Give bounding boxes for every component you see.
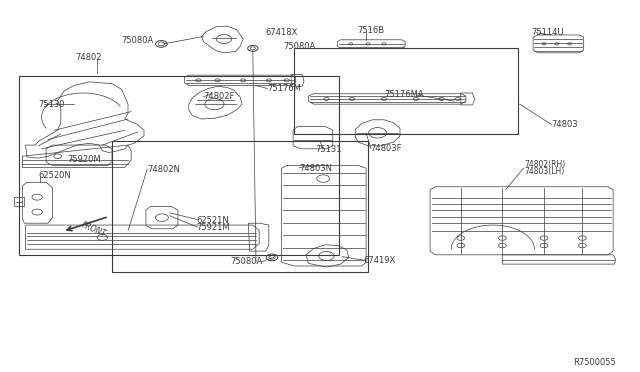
- Text: 74802F: 74802F: [204, 92, 235, 101]
- Text: 67419X: 67419X: [364, 256, 396, 265]
- Text: 62521N: 62521N: [196, 216, 229, 225]
- Text: 75080A: 75080A: [284, 42, 316, 51]
- Text: 75114U: 75114U: [531, 28, 564, 37]
- Text: 74802N: 74802N: [147, 165, 180, 174]
- Text: 75921M: 75921M: [196, 223, 230, 232]
- Text: 74803N: 74803N: [300, 164, 333, 173]
- Text: 74803(LH): 74803(LH): [525, 167, 565, 176]
- Text: 67418X: 67418X: [266, 28, 298, 37]
- Text: 75131: 75131: [315, 145, 341, 154]
- Text: 75080A: 75080A: [122, 36, 154, 45]
- Text: R7500055: R7500055: [573, 358, 616, 367]
- Text: 74803F: 74803F: [370, 144, 401, 153]
- Text: 75080A: 75080A: [230, 257, 262, 266]
- Text: 74802(RH): 74802(RH): [525, 160, 566, 169]
- Text: 62520N: 62520N: [38, 171, 71, 180]
- Text: 75176MA: 75176MA: [384, 90, 424, 99]
- Text: FRONT: FRONT: [80, 220, 108, 238]
- Text: 74802: 74802: [76, 53, 102, 62]
- Text: 75130: 75130: [38, 100, 65, 109]
- Text: 7516B: 7516B: [357, 26, 384, 35]
- Text: 74803: 74803: [552, 120, 579, 129]
- Text: 75920M: 75920M: [67, 155, 101, 164]
- Text: 75176M: 75176M: [268, 84, 301, 93]
